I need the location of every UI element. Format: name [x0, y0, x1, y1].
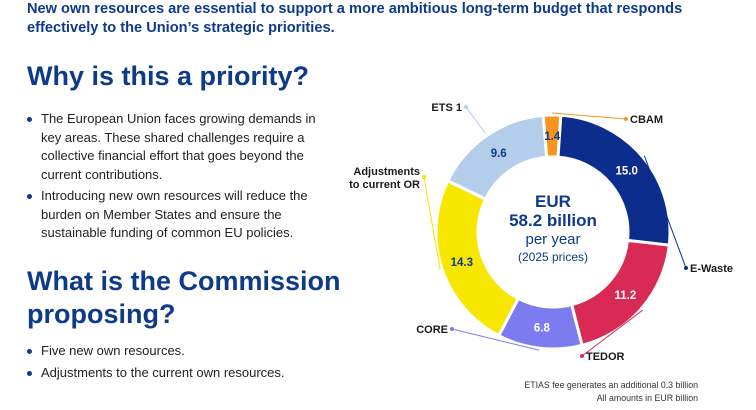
- donut-slice-adjustments: [434, 178, 521, 338]
- center-period: per year: [525, 231, 580, 248]
- category-label-tedor: TEDOR: [586, 351, 625, 363]
- leader-dot-adjustments: [422, 175, 426, 179]
- leader-line-e-waste: [643, 155, 687, 269]
- intro-text: New own resources are essential to suppo…: [27, 1, 683, 36]
- value-label-core: 6.8: [534, 322, 551, 334]
- priority-bullet-1: The European Union faces growing demands…: [27, 110, 327, 184]
- proposal-bullet-1: Five new own resources.: [27, 342, 347, 361]
- value-label-cbam: 1.4: [544, 131, 561, 143]
- leader-dot-tedor: [580, 354, 584, 358]
- center-total: 58.2 billion: [509, 211, 597, 230]
- category-label-ets1: ETS 1: [431, 102, 462, 114]
- leader-dot-core: [450, 327, 454, 331]
- center-prices: (2025 prices): [518, 250, 588, 264]
- donut-segments: [434, 113, 672, 351]
- category-labels: ETS 1 CBAM E-Waste TEDOR CORE Adjustments to c…: [349, 102, 733, 363]
- category-label-adjustments: Adjustments to current OR: [349, 166, 420, 191]
- proposal-bullet-2: Adjustments to the current own resources…: [27, 364, 347, 383]
- heading-why-priority: Why is this a priority?: [27, 61, 310, 91]
- leader-line-tedor: [581, 309, 644, 357]
- category-label-core: CORE: [416, 324, 448, 336]
- leader-line-adjustments: [423, 176, 441, 270]
- note-units: All amounts in EUR billion: [596, 393, 698, 403]
- value-label-e-waste: 15.0: [616, 165, 638, 177]
- proposal-bullets: Five new own resources. Adjustments to t…: [27, 342, 347, 385]
- heading-commission-proposal: What is the Commission proposing?: [27, 266, 341, 329]
- value-label-adjustments: 14.3: [451, 257, 473, 269]
- note-etias: ETIAS fee generates an additional 0.3 bi…: [524, 380, 698, 390]
- label-leader-lines: [422, 105, 688, 358]
- leader-dot-ets1: [464, 105, 468, 109]
- value-label-ets1: 9.6: [491, 148, 507, 160]
- category-label-e-waste: E-Waste: [690, 263, 733, 275]
- value-labels: 9.6 1.4 15.0 11.2 6.8 14.3: [451, 131, 638, 334]
- leader-dot-e-waste: [684, 266, 688, 270]
- center-currency: EUR: [535, 192, 571, 211]
- leader-line-core: [451, 328, 540, 351]
- category-label-cbam: CBAM: [630, 114, 663, 126]
- priority-bullet-2: Introducing new own resources will reduc…: [27, 187, 327, 243]
- value-label-tedor: 11.2: [615, 290, 637, 302]
- leader-line-ets1: [465, 106, 487, 135]
- priority-bullets: The European Union faces growing demands…: [27, 110, 327, 246]
- leader-line-cbam: [551, 112, 627, 120]
- leader-dot-cbam: [624, 117, 628, 121]
